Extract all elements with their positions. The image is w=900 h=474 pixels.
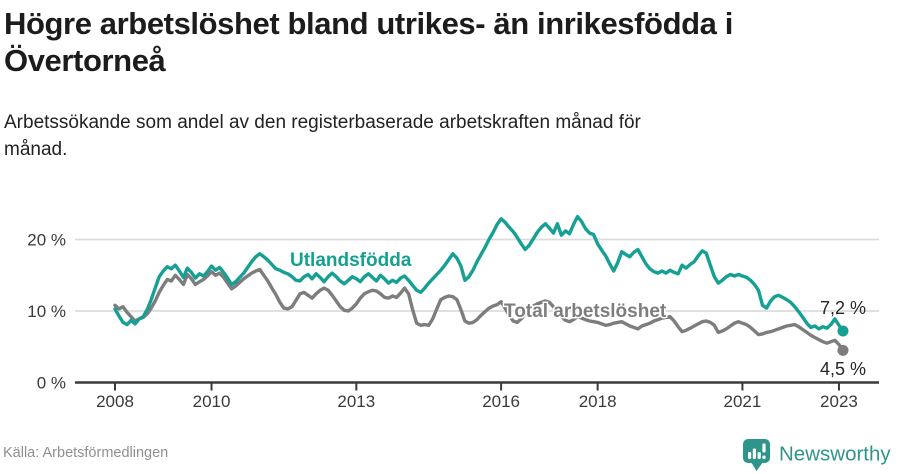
logo-bubble-tail [751,462,763,471]
page-title-line1: Högre arbetslöshet bland utrikes- än inr… [4,6,733,41]
page-subtitle-line1: Arbetssökande som andel av den registerb… [4,112,641,133]
x-tick-label: 2021 [724,392,762,411]
series-line-utlandsf-dda [113,214,845,333]
series-label-total-arbetsloshet: Total arbetslöshet [504,301,667,322]
logo-exclamation-dot [762,455,766,459]
end-value-label-total: 4,5 % [820,359,866,379]
series-layer [113,214,849,356]
page-subtitle: Arbetssökande som andel av den registerb… [4,109,784,163]
page-subtitle-line2: månad. [4,139,68,160]
y-tick-label: 10 % [27,302,66,321]
logo-bar-3 [757,452,761,459]
x-tick-label: 2010 [193,392,231,411]
grid-layer [75,238,879,312]
logo-bar-1 [748,452,752,459]
logo-exclamation-bar [762,443,766,453]
newsworthy-icon [743,439,770,471]
page-title: Högre arbetslöshet bland utrikes- än inr… [4,5,897,79]
brand-name: Newsworthy [779,443,891,466]
axis-layer: 20 % 10 % 0 % 2008 2010 2013 2016 2018 2021 2023 [27,231,879,411]
source-note: Källa: Arbetsförmedlingen [3,445,169,461]
x-tick-label: 2013 [337,392,375,411]
annotation-layer: Utlandsfödda Total arbetslöshet 7,2 % 4,… [289,249,867,380]
y-tick-label: 20 % [27,231,66,250]
series-end-dot [837,325,849,337]
series-line-total-arbetsl-shet [113,267,845,352]
series-end-dot [837,344,849,356]
x-tick-label: 2016 [482,392,520,411]
x-tick-label: 2008 [96,392,134,411]
x-tick-label: 2023 [820,392,858,411]
series-label-utlandsfodda: Utlandsfödda [290,250,412,271]
end-value-label-utlandsfodda: 7,2 % [820,298,866,318]
logo-bar-2 [752,448,756,459]
newsworthy-logo: Newsworthy [743,439,891,471]
logo-bubble [743,439,770,463]
y-tick-label: 0 % [37,374,66,393]
page-title-line2: Övertorneå [4,43,166,78]
x-tick-label: 2018 [579,392,617,411]
